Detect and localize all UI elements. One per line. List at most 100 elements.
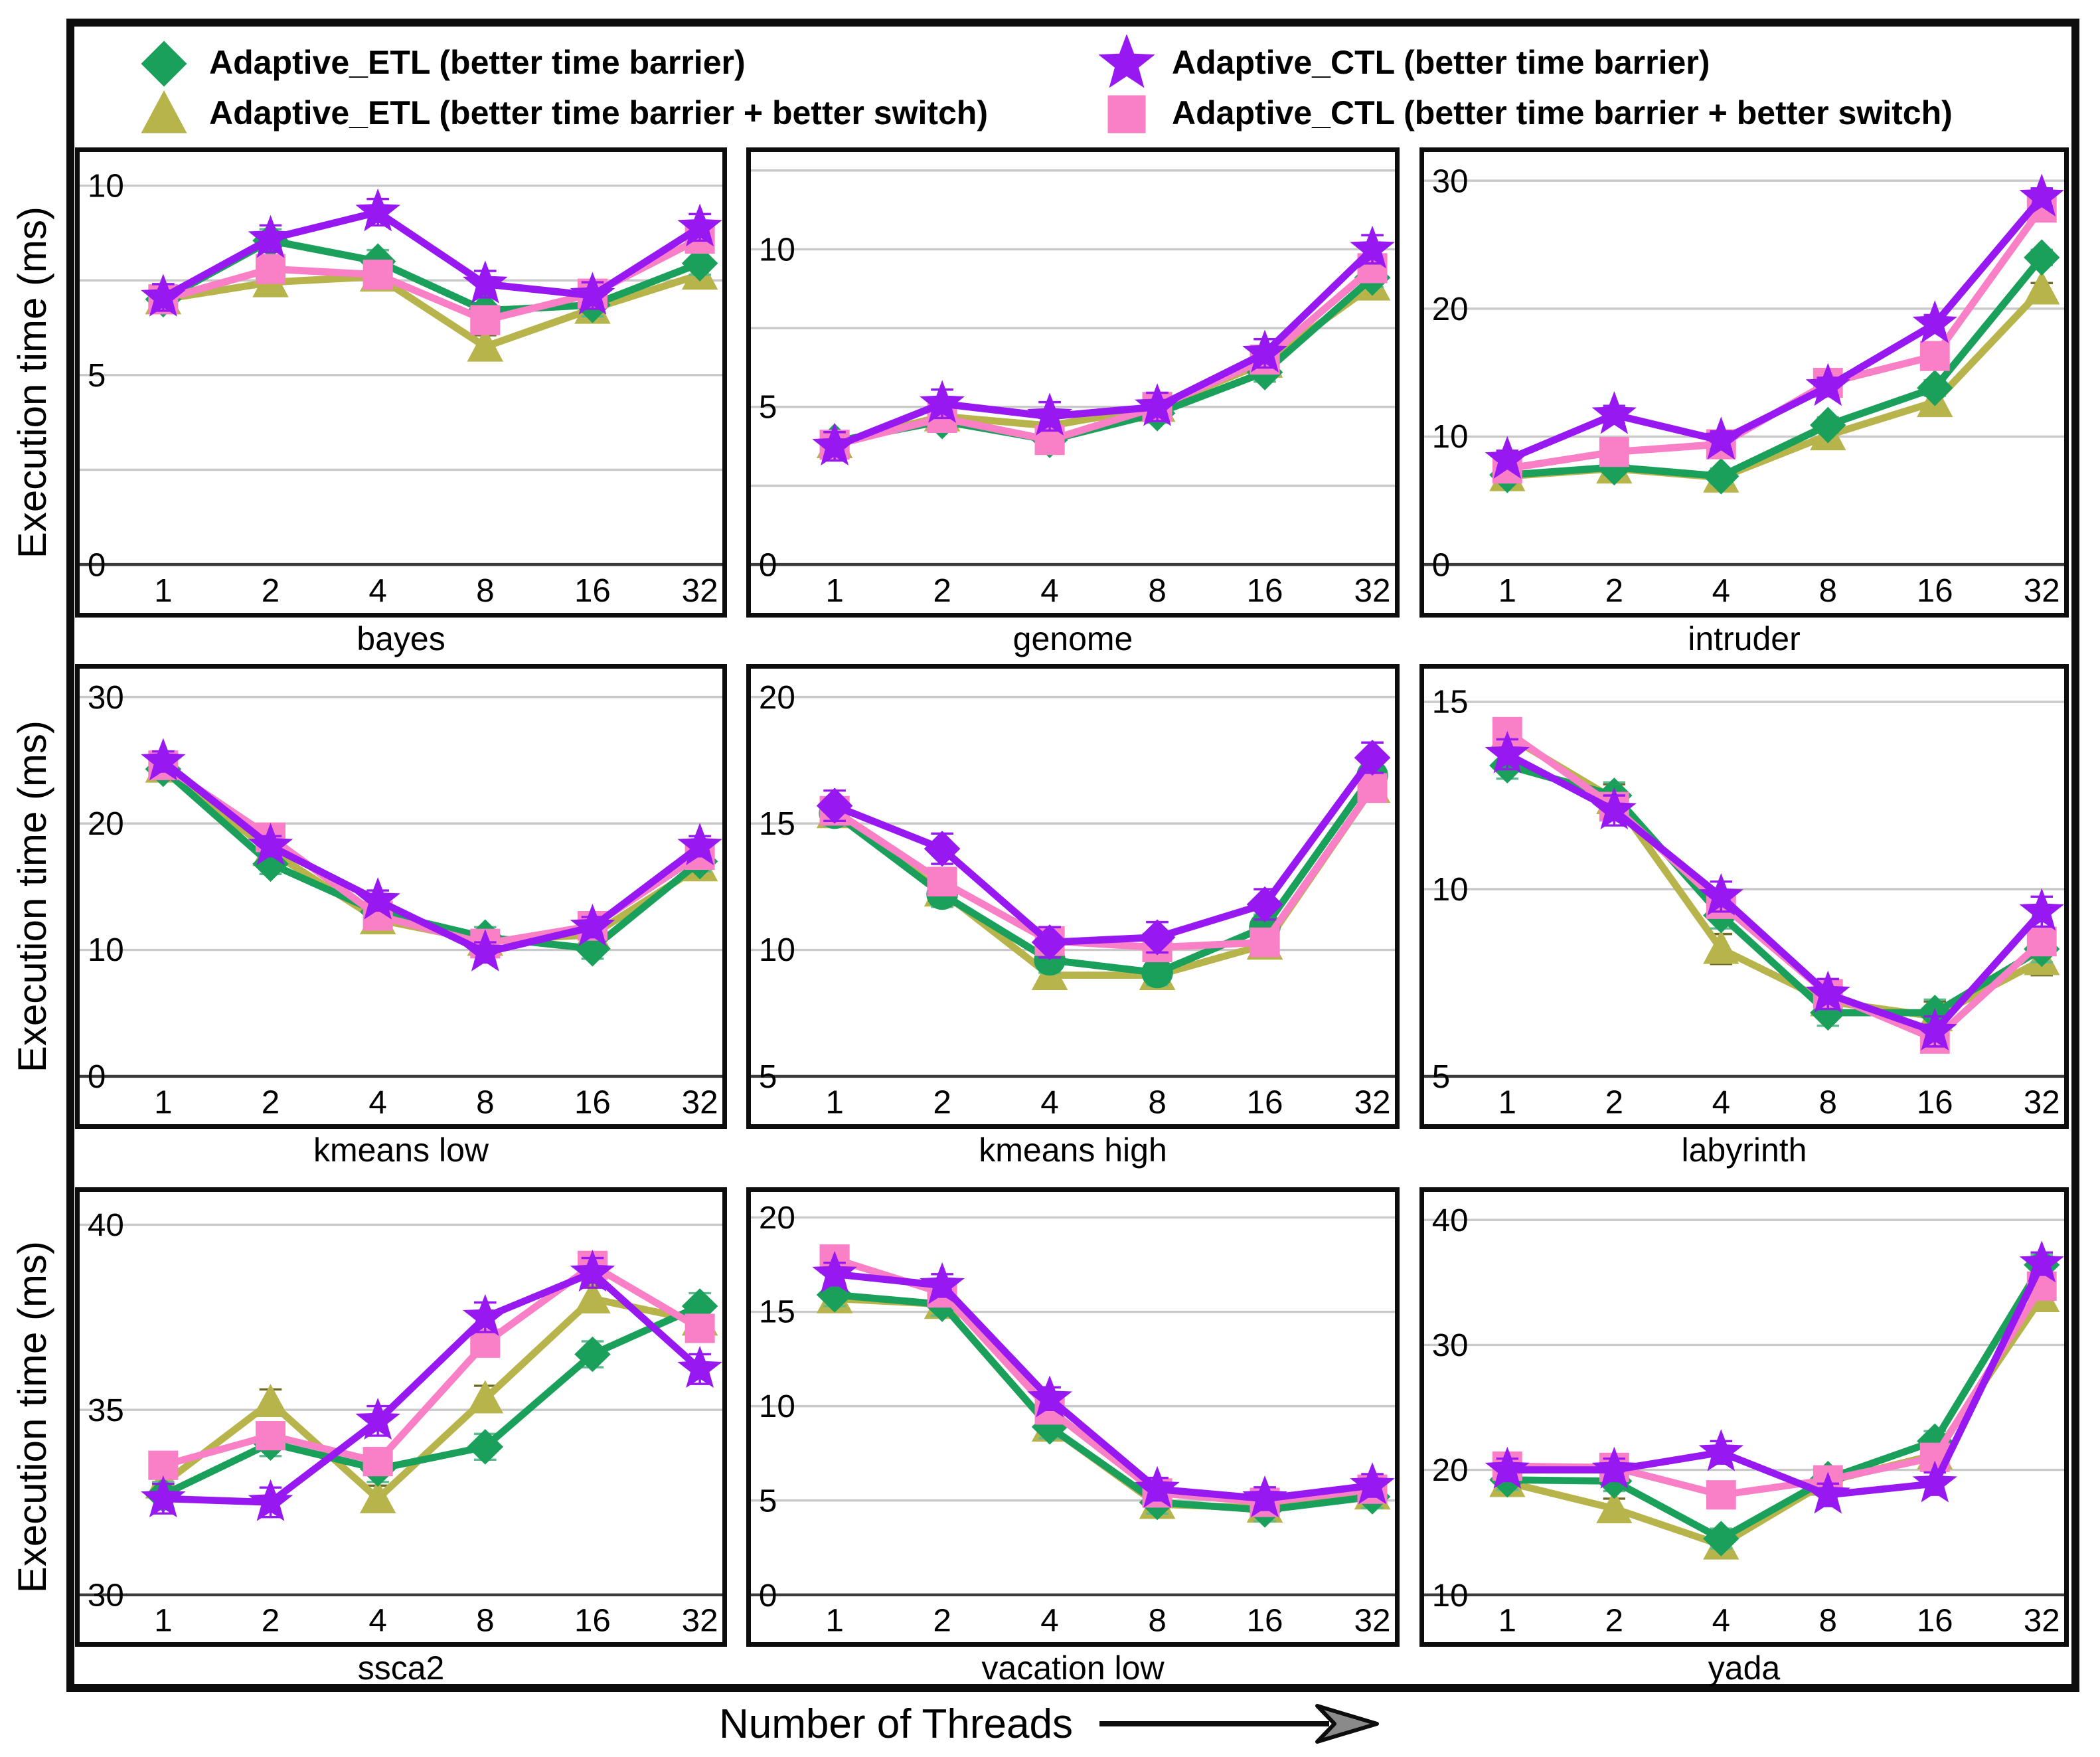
svg-text:16: 16 xyxy=(1917,572,1953,609)
svg-text:4: 4 xyxy=(368,1084,386,1121)
svg-text:10: 10 xyxy=(1432,872,1469,908)
legend-label: Adaptive_ETL (better time barrier) xyxy=(209,44,746,81)
right-arrow-icon xyxy=(1099,1704,1379,1744)
svg-text:5: 5 xyxy=(1432,1059,1450,1095)
svg-text:10: 10 xyxy=(88,167,124,204)
svg-text:16: 16 xyxy=(574,572,611,609)
chart-yada: 10 20 30 40 1 2 4 8 16 32 xyxy=(1419,1187,2069,1647)
legend-label: Adaptive_CTL (better time barrier) xyxy=(1172,44,1710,81)
svg-text:1: 1 xyxy=(154,1603,172,1638)
svg-text:8: 8 xyxy=(1819,572,1837,609)
svg-text:2: 2 xyxy=(262,1603,280,1638)
chart-kmeans-low: 0 10 20 30 1 2 4 8 16 32 xyxy=(75,664,727,1129)
svg-text:20: 20 xyxy=(88,805,124,842)
x-axis-label: Number of Threads xyxy=(719,1701,1073,1747)
svg-text:8: 8 xyxy=(1148,572,1167,609)
chart-title-bayes: bayes xyxy=(357,620,445,657)
svg-text:30: 30 xyxy=(1432,1327,1469,1363)
svg-text:8: 8 xyxy=(1148,1084,1167,1121)
svg-text:30: 30 xyxy=(88,679,124,716)
svg-text:16: 16 xyxy=(1247,1084,1283,1121)
svg-text:0: 0 xyxy=(759,546,777,583)
svg-text:4: 4 xyxy=(1712,1603,1730,1639)
svg-text:5: 5 xyxy=(759,1058,777,1095)
y-axis-label-text: Execution time (ms) xyxy=(9,720,54,1073)
svg-text:2: 2 xyxy=(933,1084,951,1121)
svg-text:20: 20 xyxy=(759,679,795,716)
chart-title-yada: yada xyxy=(1708,1649,1781,1687)
svg-text:2: 2 xyxy=(1605,1084,1623,1120)
svg-text:4: 4 xyxy=(1040,1603,1059,1638)
svg-text:2: 2 xyxy=(933,572,951,609)
svg-text:20: 20 xyxy=(1432,291,1469,327)
legend-item-adaptive-ctl: Adaptive_CTL (better time barrier) xyxy=(1099,35,1710,90)
svg-text:4: 4 xyxy=(1712,572,1730,609)
svg-text:2: 2 xyxy=(1605,1603,1623,1639)
svg-text:32: 32 xyxy=(2024,572,2060,609)
diamond-marker-icon xyxy=(136,35,192,90)
svg-text:20: 20 xyxy=(759,1201,795,1236)
legend-item-adaptive-etl-switch: Adaptive_ETL (better time barrier + bett… xyxy=(136,85,988,141)
svg-text:2: 2 xyxy=(262,572,280,609)
svg-text:2: 2 xyxy=(933,1603,951,1638)
y-axis-label-text: Execution time (ms) xyxy=(9,206,54,559)
svg-text:0: 0 xyxy=(88,1058,106,1095)
chart-ssca2: 30 35 40 1 2 4 8 16 32 xyxy=(75,1187,727,1647)
chart-kmeans-high: 5 10 15 20 1 2 4 8 16 32 xyxy=(746,664,1400,1129)
legend-item-adaptive-ctl-switch: Adaptive_CTL (better time barrier + bett… xyxy=(1099,85,1953,141)
chart-title-intruder: intruder xyxy=(1688,620,1801,657)
chart-bayes: 0 5 10 1 2 4 8 16 32 xyxy=(75,147,727,618)
svg-text:1: 1 xyxy=(154,572,172,609)
legend-label: Adaptive_CTL (better time barrier + bett… xyxy=(1172,94,1953,131)
svg-text:8: 8 xyxy=(476,1603,494,1638)
chart-genome: 0 5 10 1 2 4 8 16 32 xyxy=(746,147,1400,618)
chart-vacation-low: 0 5 10 15 20 1 2 4 8 16 32 xyxy=(746,1187,1400,1647)
triangle-marker-icon xyxy=(136,85,192,141)
svg-text:5: 5 xyxy=(759,1483,777,1519)
svg-text:10: 10 xyxy=(759,1388,795,1424)
svg-text:1: 1 xyxy=(154,1084,172,1121)
svg-text:10: 10 xyxy=(1432,1578,1469,1614)
chart-title-labyrinth: labyrinth xyxy=(1681,1131,1807,1169)
svg-text:4: 4 xyxy=(1040,1084,1059,1121)
svg-text:10: 10 xyxy=(1432,418,1469,455)
svg-text:1: 1 xyxy=(1498,572,1516,609)
svg-text:4: 4 xyxy=(368,572,386,609)
svg-text:30: 30 xyxy=(88,1578,124,1613)
svg-text:4: 4 xyxy=(1040,572,1059,609)
svg-text:8: 8 xyxy=(476,1084,494,1121)
svg-text:15: 15 xyxy=(759,805,795,842)
chart-title-kmeans-low: kmeans low xyxy=(313,1131,489,1169)
svg-text:0: 0 xyxy=(759,1578,777,1613)
svg-text:16: 16 xyxy=(1247,1603,1283,1638)
svg-text:1: 1 xyxy=(1498,1084,1516,1120)
svg-text:8: 8 xyxy=(1819,1603,1837,1639)
svg-text:32: 32 xyxy=(682,1084,718,1121)
svg-text:32: 32 xyxy=(1354,1603,1391,1638)
y-axis-label-text: Execution time (ms) xyxy=(9,1240,54,1594)
svg-text:32: 32 xyxy=(682,572,718,609)
svg-text:1: 1 xyxy=(825,1084,844,1121)
svg-text:20: 20 xyxy=(1432,1452,1469,1488)
svg-text:8: 8 xyxy=(1148,1603,1167,1638)
svg-text:4: 4 xyxy=(368,1603,386,1638)
legend-label: Adaptive_ETL (better time barrier + bett… xyxy=(209,94,988,131)
svg-text:30: 30 xyxy=(1432,163,1469,199)
svg-text:32: 32 xyxy=(682,1603,718,1638)
svg-text:16: 16 xyxy=(1917,1084,1953,1120)
y-axis-label-row3: Execution time (ms) xyxy=(4,1187,60,1647)
svg-text:32: 32 xyxy=(2024,1084,2060,1120)
svg-text:2: 2 xyxy=(262,1084,280,1121)
chart-intruder: 0 10 20 30 1 2 4 8 16 32 xyxy=(1419,147,2069,618)
svg-text:15: 15 xyxy=(759,1294,795,1329)
chart-labyrinth: 5 10 15 1 2 4 8 16 32 xyxy=(1419,664,2069,1129)
svg-text:16: 16 xyxy=(574,1603,611,1638)
y-axis-label-row2: Execution time (ms) xyxy=(4,664,60,1129)
svg-text:1: 1 xyxy=(825,572,844,609)
svg-text:2: 2 xyxy=(1605,572,1623,609)
svg-text:16: 16 xyxy=(1917,1603,1953,1639)
y-axis-label-row1: Execution time (ms) xyxy=(4,147,60,618)
x-axis-caption: Number of Threads xyxy=(0,1697,2100,1750)
svg-text:15: 15 xyxy=(1432,685,1469,720)
